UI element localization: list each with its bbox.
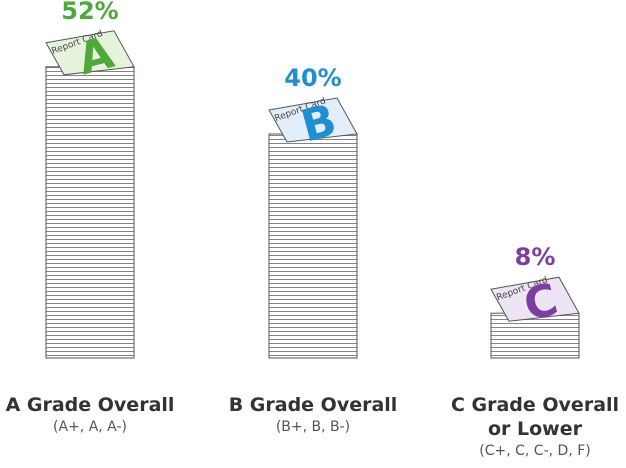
value-label: 40% xyxy=(284,64,341,92)
chart: Report CardA52%Report CardB40%Report Car… xyxy=(0,0,626,468)
category-subtitle: (B+, B, B-) xyxy=(218,417,408,437)
category-label: B Grade Overall xyxy=(218,393,408,417)
card-stack xyxy=(46,67,134,358)
category-label-group: C Grade Overall or Lower(C+, C, C-, D, F… xyxy=(450,393,620,461)
card-stack xyxy=(269,134,357,358)
category-label: A Grade Overall xyxy=(0,393,185,417)
value-label: 8% xyxy=(515,243,556,271)
value-label: 52% xyxy=(61,0,118,25)
category-label-group: B Grade Overall(B+, B, B-) xyxy=(218,393,408,437)
category-label: C Grade Overall or Lower xyxy=(450,393,620,441)
category-label-group: A Grade Overall(A+, A, A-) xyxy=(0,393,185,437)
category-subtitle: (A+, A, A-) xyxy=(0,417,185,437)
category-subtitle: (C+, C, C-, D, F) xyxy=(450,441,620,461)
